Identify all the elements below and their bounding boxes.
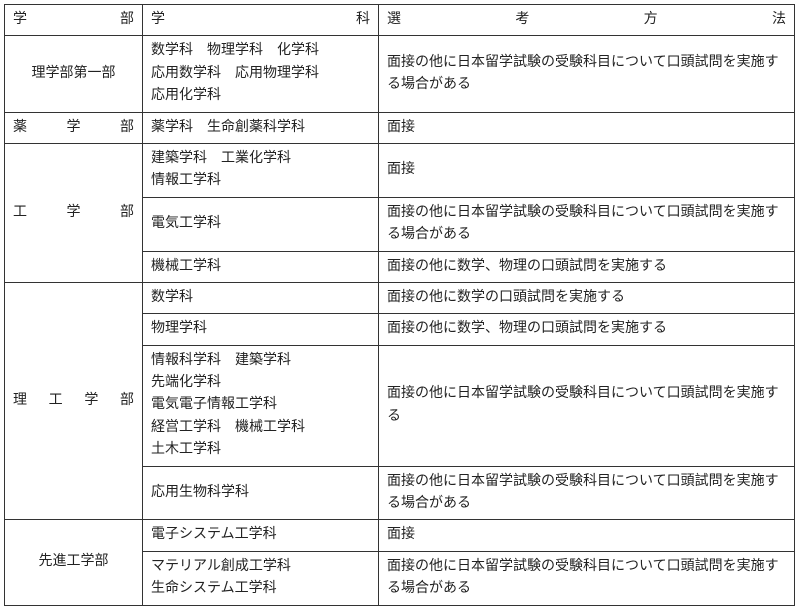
faculty-label: 薬学部 — [13, 117, 134, 139]
department-item: 機械工学科 — [151, 256, 221, 278]
faculty-cell: 先進工学部 — [5, 520, 143, 605]
method-cell: 面接の他に数学の口頭試問を実施する — [379, 282, 795, 313]
faculty-label: 工学部 — [13, 202, 134, 224]
department-cell: マテリアル創成工学科生命システム工学科 — [143, 551, 379, 605]
department-item: 先端化学科 — [151, 372, 221, 394]
department-cell: 建築学科工業化学科情報工学科 — [143, 143, 379, 197]
department-item: 土木工学科 — [151, 439, 221, 461]
department-cell: 電気工学科 — [143, 197, 379, 251]
faculty-cell: 工学部 — [5, 143, 143, 282]
department-item: 電気工学科 — [151, 213, 221, 235]
faculty-cell: 理学部第一部 — [5, 36, 143, 112]
department-item: 建築学科 — [235, 350, 291, 372]
department-item: 数学科 — [151, 40, 193, 62]
department-cell: 薬学科生命創薬科学科 — [143, 112, 379, 143]
department-item: 応用物理学科 — [235, 63, 319, 85]
department-item: 機械工学科 — [235, 417, 305, 439]
department-item: マテリアル創成工学科 — [151, 556, 291, 578]
method-cell: 面接 — [379, 520, 795, 551]
header-method: 選考方法 — [379, 5, 795, 36]
faculty-label: 理学部第一部 — [13, 63, 134, 85]
faculty-cell: 薬学部 — [5, 112, 143, 143]
table-row: 理学部第一部数学科物理学科化学科応用数学科応用物理学科応用化学科面接の他に日本留… — [5, 36, 795, 112]
method-cell: 面接の他に日本留学試験の受験科目について口頭試問を実施する場合がある — [379, 197, 795, 251]
method-cell: 面接の他に日本留学試験の受験科目について口頭試問を実施する場合がある — [379, 466, 795, 520]
department-item: 物理学科 — [151, 318, 207, 340]
department-item: 工業化学科 — [221, 148, 291, 170]
department-cell: 情報科学科建築学科先端化学科電気電子情報工学科経営工学科機械工学科土木工学科 — [143, 345, 379, 466]
table-row: 理工学部数学科面接の他に数学の口頭試問を実施する — [5, 282, 795, 313]
department-cell: 物理学科 — [143, 314, 379, 345]
department-item: 応用数学科 — [151, 63, 221, 85]
selection-table: 学部 学科 選考方法 理学部第一部数学科物理学科化学科応用数学科応用物理学科応用… — [4, 4, 795, 606]
table-row: 薬学部薬学科生命創薬科学科面接 — [5, 112, 795, 143]
department-item: 情報科学科 — [151, 350, 221, 372]
department-item: 情報工学科 — [151, 170, 221, 192]
department-item: 数学科 — [151, 287, 193, 309]
department-item: 応用生物科学科 — [151, 482, 249, 504]
header-faculty: 学部 — [5, 5, 143, 36]
department-item: 生命システム工学科 — [151, 578, 277, 600]
method-cell: 面接の他に数学、物理の口頭試問を実施する — [379, 314, 795, 345]
faculty-label: 先進工学部 — [13, 551, 134, 573]
department-item: 経営工学科 — [151, 417, 221, 439]
faculty-label: 理工学部 — [13, 390, 134, 412]
table-row: 先進工学部電子システム工学科面接 — [5, 520, 795, 551]
department-item: 生命創薬科学科 — [207, 117, 305, 139]
method-cell: 面接の他に日本留学試験の受験科目について口頭試問を実施する — [379, 345, 795, 466]
department-item: 応用化学科 — [151, 85, 221, 107]
department-item: 建築学科 — [151, 148, 207, 170]
department-item: 電子システム工学科 — [151, 524, 277, 546]
faculty-cell: 理工学部 — [5, 282, 143, 520]
department-cell: 数学科 — [143, 282, 379, 313]
header-department: 学科 — [143, 5, 379, 36]
department-item: 薬学科 — [151, 117, 193, 139]
method-cell: 面接の他に数学、物理の口頭試問を実施する — [379, 251, 795, 282]
method-cell: 面接の他に日本留学試験の受験科目について口頭試問を実施する場合がある — [379, 36, 795, 112]
department-cell: 応用生物科学科 — [143, 466, 379, 520]
method-cell: 面接 — [379, 143, 795, 197]
department-item: 物理学科 — [207, 40, 263, 62]
method-cell: 面接 — [379, 112, 795, 143]
department-item: 電気電子情報工学科 — [151, 394, 277, 416]
department-cell: 機械工学科 — [143, 251, 379, 282]
department-item: 化学科 — [277, 40, 319, 62]
method-cell: 面接の他に日本留学試験の受験科目について口頭試問を実施する場合がある — [379, 551, 795, 605]
department-cell: 電子システム工学科 — [143, 520, 379, 551]
department-cell: 数学科物理学科化学科応用数学科応用物理学科応用化学科 — [143, 36, 379, 112]
table-row: 工学部建築学科工業化学科情報工学科面接 — [5, 143, 795, 197]
